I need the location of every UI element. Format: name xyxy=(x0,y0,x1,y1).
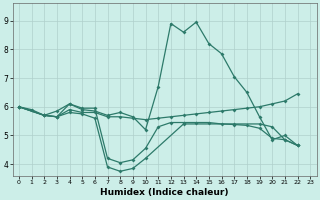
X-axis label: Humidex (Indice chaleur): Humidex (Indice chaleur) xyxy=(100,188,229,197)
